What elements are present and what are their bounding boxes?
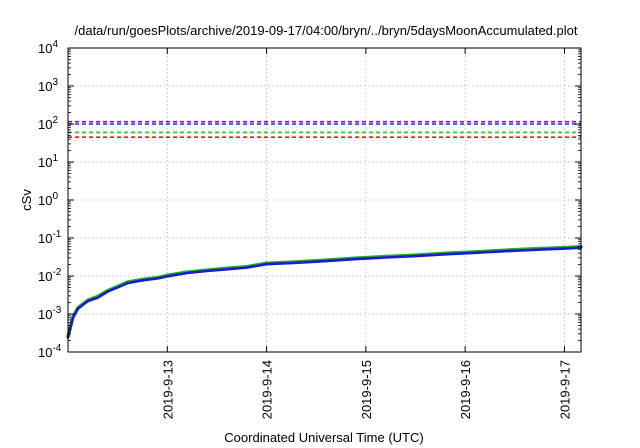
x-tick-label: 2019-9-14 <box>260 360 275 419</box>
x-tick-label: 2019-9-13 <box>160 360 175 419</box>
y-axis-label: cSv <box>19 189 34 211</box>
threshold-lines <box>68 120 581 138</box>
x-axis-label: Coordinated Universal Time (UTC) <box>224 430 423 445</box>
y-tick-label: 103 <box>38 77 58 94</box>
x-axis-ticks: 2019-9-13 2019-9-14 2019-9-15 2019-9-16 2019… <box>160 48 572 419</box>
data-series <box>66 244 583 339</box>
y-tick-label: 104 <box>38 39 58 56</box>
y-tick-label: 10-1 <box>38 229 62 246</box>
y-tick-label: 10-2 <box>38 267 62 284</box>
y-tick-label: 10-4 <box>38 343 62 360</box>
y-tick-label: 102 <box>38 115 58 132</box>
y-tick-label: 100 <box>38 191 58 208</box>
y-tick-label: 10-3 <box>38 305 62 322</box>
y-axis-ticks: 10-4 10-3 10-2 10-1 100 101 102 103 104 <box>38 39 581 360</box>
series-line <box>66 246 583 339</box>
chart-title: /data/run/goesPlots/archive/2019-09-17/0… <box>75 23 578 38</box>
grid-lines <box>68 48 581 352</box>
x-tick-label: 2019-9-16 <box>458 360 473 419</box>
x-tick-label: 2019-9-15 <box>359 360 374 419</box>
x-tick-label: 2019-9-17 <box>557 360 572 419</box>
y-tick-label: 101 <box>38 153 58 170</box>
